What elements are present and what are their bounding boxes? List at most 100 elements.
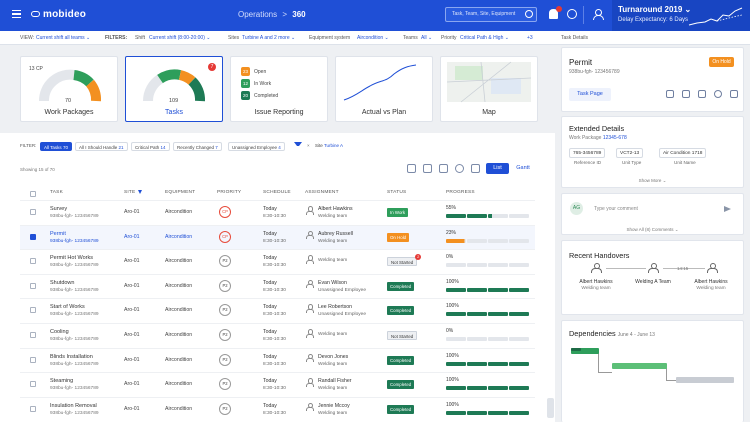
row-checkbox[interactable]	[30, 258, 36, 265]
header-progress[interactable]: PROGRESS	[446, 190, 475, 195]
task-name[interactable]: Permit	[50, 230, 66, 237]
table-row[interactable]: Permit Hot Works 938bu-fgh- 123456789 Aro-…	[20, 249, 535, 273]
user-icon[interactable]	[593, 9, 604, 20]
row-checkbox[interactable]	[30, 209, 36, 215]
header-site[interactable]: SITE	[124, 190, 136, 195]
map-card[interactable]: Map	[440, 56, 538, 122]
assignee-name[interactable]: Albert Hawkins	[318, 206, 353, 212]
chip-all-tasks[interactable]: All Tasks 70	[40, 142, 72, 151]
breadcrumb-parent[interactable]: Operations	[238, 10, 278, 19]
row-checkbox[interactable]	[30, 356, 36, 363]
site-filter-chip[interactable]: Site Turbine A	[315, 143, 344, 148]
chip-unassigned-employee[interactable]: Unassigned Employee 4	[228, 142, 285, 151]
more-filters-button[interactable]: +3	[527, 35, 533, 41]
assignee-name[interactable]: Devon Jones	[318, 353, 349, 360]
equipment-dropdown[interactable]: Aircondition ⌄	[357, 35, 389, 41]
chip-all-i-should-handle[interactable]: All I Should Handle 21	[75, 142, 128, 151]
search-input[interactable]: Task, Team, Site, Equipment	[445, 7, 537, 22]
row-checkbox[interactable]	[30, 282, 36, 289]
status-badge[interactable]: Completed	[387, 404, 415, 414]
copy-icon[interactable]	[730, 90, 738, 98]
teams-dropdown[interactable]: All ⌄	[421, 35, 433, 41]
gantt-view-button[interactable]: Gantt	[516, 165, 530, 171]
task-page-button[interactable]: Task Page	[569, 88, 611, 101]
status-badge[interactable]: Completed	[387, 306, 415, 316]
bell-icon[interactable]	[549, 9, 558, 19]
hamburger-menu-icon[interactable]	[12, 10, 21, 18]
collapse-panel-handle[interactable]	[547, 398, 554, 418]
assign-user-icon[interactable]	[666, 90, 674, 98]
app-logo[interactable]: mobideo	[31, 9, 86, 20]
shift-dropdown[interactable]: Current shift (8:00-20:00) ⌄	[149, 35, 211, 41]
delete-icon[interactable]	[698, 90, 706, 98]
row-checkbox[interactable]	[30, 307, 36, 314]
chip-critical-path[interactable]: Critical Path 14	[131, 142, 170, 151]
turnaround-widget[interactable]: Turnaround 2019 ⌄ Delay Expectancy: 6 Da…	[612, 0, 750, 31]
task-name[interactable]: Survey	[50, 206, 68, 212]
calendar-icon[interactable]	[423, 164, 432, 173]
status-badge[interactable]: On Hold	[387, 232, 410, 242]
status-badge[interactable]: Not Started	[387, 331, 418, 340]
row-checkbox[interactable]	[30, 405, 36, 412]
row-checkbox[interactable]	[30, 381, 36, 388]
status-badge[interactable]: Not Started 2	[387, 254, 422, 267]
remove-site-filter-icon[interactable]: ×	[307, 143, 310, 148]
dependency-bar[interactable]	[571, 348, 599, 354]
comment-input[interactable]: Type your comment	[594, 206, 638, 212]
search-icon[interactable]	[525, 10, 533, 18]
header-schedule[interactable]: SCHEDULE	[263, 190, 291, 195]
header-task[interactable]: TASK	[50, 190, 63, 195]
table-row[interactable]: Blinds Installation 938bu-fgh- 123456789 A…	[20, 347, 535, 372]
row-checkbox[interactable]	[30, 332, 36, 338]
tasks-card[interactable]: 109 7 Tasks	[125, 56, 223, 122]
table-row[interactable]: Cooling 938bu-fgh- 123456789 Aro-01 Aircond…	[20, 323, 535, 347]
work-packages-card[interactable]: 13 CP 70 Work Packages	[20, 56, 118, 122]
header-equipment[interactable]: EQUIPMENT	[165, 190, 196, 195]
show-all-comments-button[interactable]: Show All (8) Comments ⌄	[626, 227, 679, 232]
task-name[interactable]: Permit Hot Works	[50, 255, 93, 262]
funnel-icon[interactable]	[294, 142, 302, 150]
assignee-name[interactable]: Randall Fisher	[318, 378, 352, 385]
status-badge[interactable]: In Work	[387, 208, 409, 217]
assignee-name[interactable]: Aubrey Russell	[318, 230, 353, 237]
copy-icon[interactable]	[471, 164, 480, 173]
table-row[interactable]: Shutdown 938bu-fgh- 123456789 Aro-01 Aircon…	[20, 273, 535, 298]
task-name[interactable]: Shutdown	[50, 279, 75, 286]
status-badge[interactable]: Completed	[387, 355, 415, 365]
send-icon[interactable]	[724, 206, 731, 212]
select-all-checkbox[interactable]	[30, 191, 36, 197]
priority-dropdown[interactable]: Critical Path & High ⌄	[460, 35, 509, 41]
chip-recently-changed[interactable]: Recently Changed 7	[173, 142, 222, 151]
work-package-link[interactable]: 12345-678	[602, 135, 627, 141]
task-name[interactable]: Blinds Installation	[50, 353, 93, 360]
table-row[interactable]: Insulation Removal 938bu-fgh- 123456789 Ar…	[20, 396, 535, 421]
table-row[interactable]: Start of Works 938bu-fgh- 123456789 Aro-01…	[20, 298, 535, 322]
assign-user-icon[interactable]	[407, 164, 416, 173]
header-assignment[interactable]: ASSIGNMENT	[305, 190, 339, 195]
clock-icon[interactable]	[567, 9, 577, 19]
table-row[interactable]: Survey 938bu-fgh- 123456789 Aro-01 Aircondi…	[20, 200, 535, 224]
view-dropdown[interactable]: Current shift all teams ⌄	[36, 35, 91, 41]
actual-vs-plan-card[interactable]: Actual vs Plan	[335, 56, 433, 122]
task-name[interactable]: Insulation Removal	[50, 402, 97, 409]
sites-dropdown[interactable]: Turbine A and 2 more ⌄	[242, 35, 296, 41]
header-status[interactable]: STATUS	[387, 190, 407, 195]
show-more-button[interactable]: Show More ⌄	[638, 178, 667, 183]
issue-reporting-card[interactable]: 23 Open 12 In Work 20 Completed Issue Repor…	[230, 56, 328, 122]
assignee-name[interactable]: Lee Robertson	[318, 304, 353, 311]
table-row[interactable]: Permit 938bu-fgh- 123456789 Aro-01 Aircondi…	[20, 224, 535, 249]
dependency-bar[interactable]	[676, 377, 734, 383]
site-filter-icon[interactable]	[138, 190, 142, 194]
status-badge[interactable]: Completed	[387, 380, 415, 390]
check-circle-icon[interactable]	[714, 90, 722, 98]
task-name[interactable]: Steaming	[50, 378, 74, 385]
delete-icon[interactable]	[439, 164, 448, 173]
assignee-name[interactable]: Evan Wilson	[318, 279, 347, 286]
calendar-icon[interactable]	[682, 90, 690, 98]
task-name[interactable]: Cooling	[50, 329, 69, 335]
list-view-button[interactable]: List	[486, 163, 509, 174]
header-priority[interactable]: PRIORITY	[217, 190, 242, 195]
row-checkbox[interactable]	[30, 233, 36, 240]
assignee-name[interactable]: Jennie Mccoy	[318, 402, 350, 409]
check-circle-icon[interactable]	[455, 164, 464, 173]
